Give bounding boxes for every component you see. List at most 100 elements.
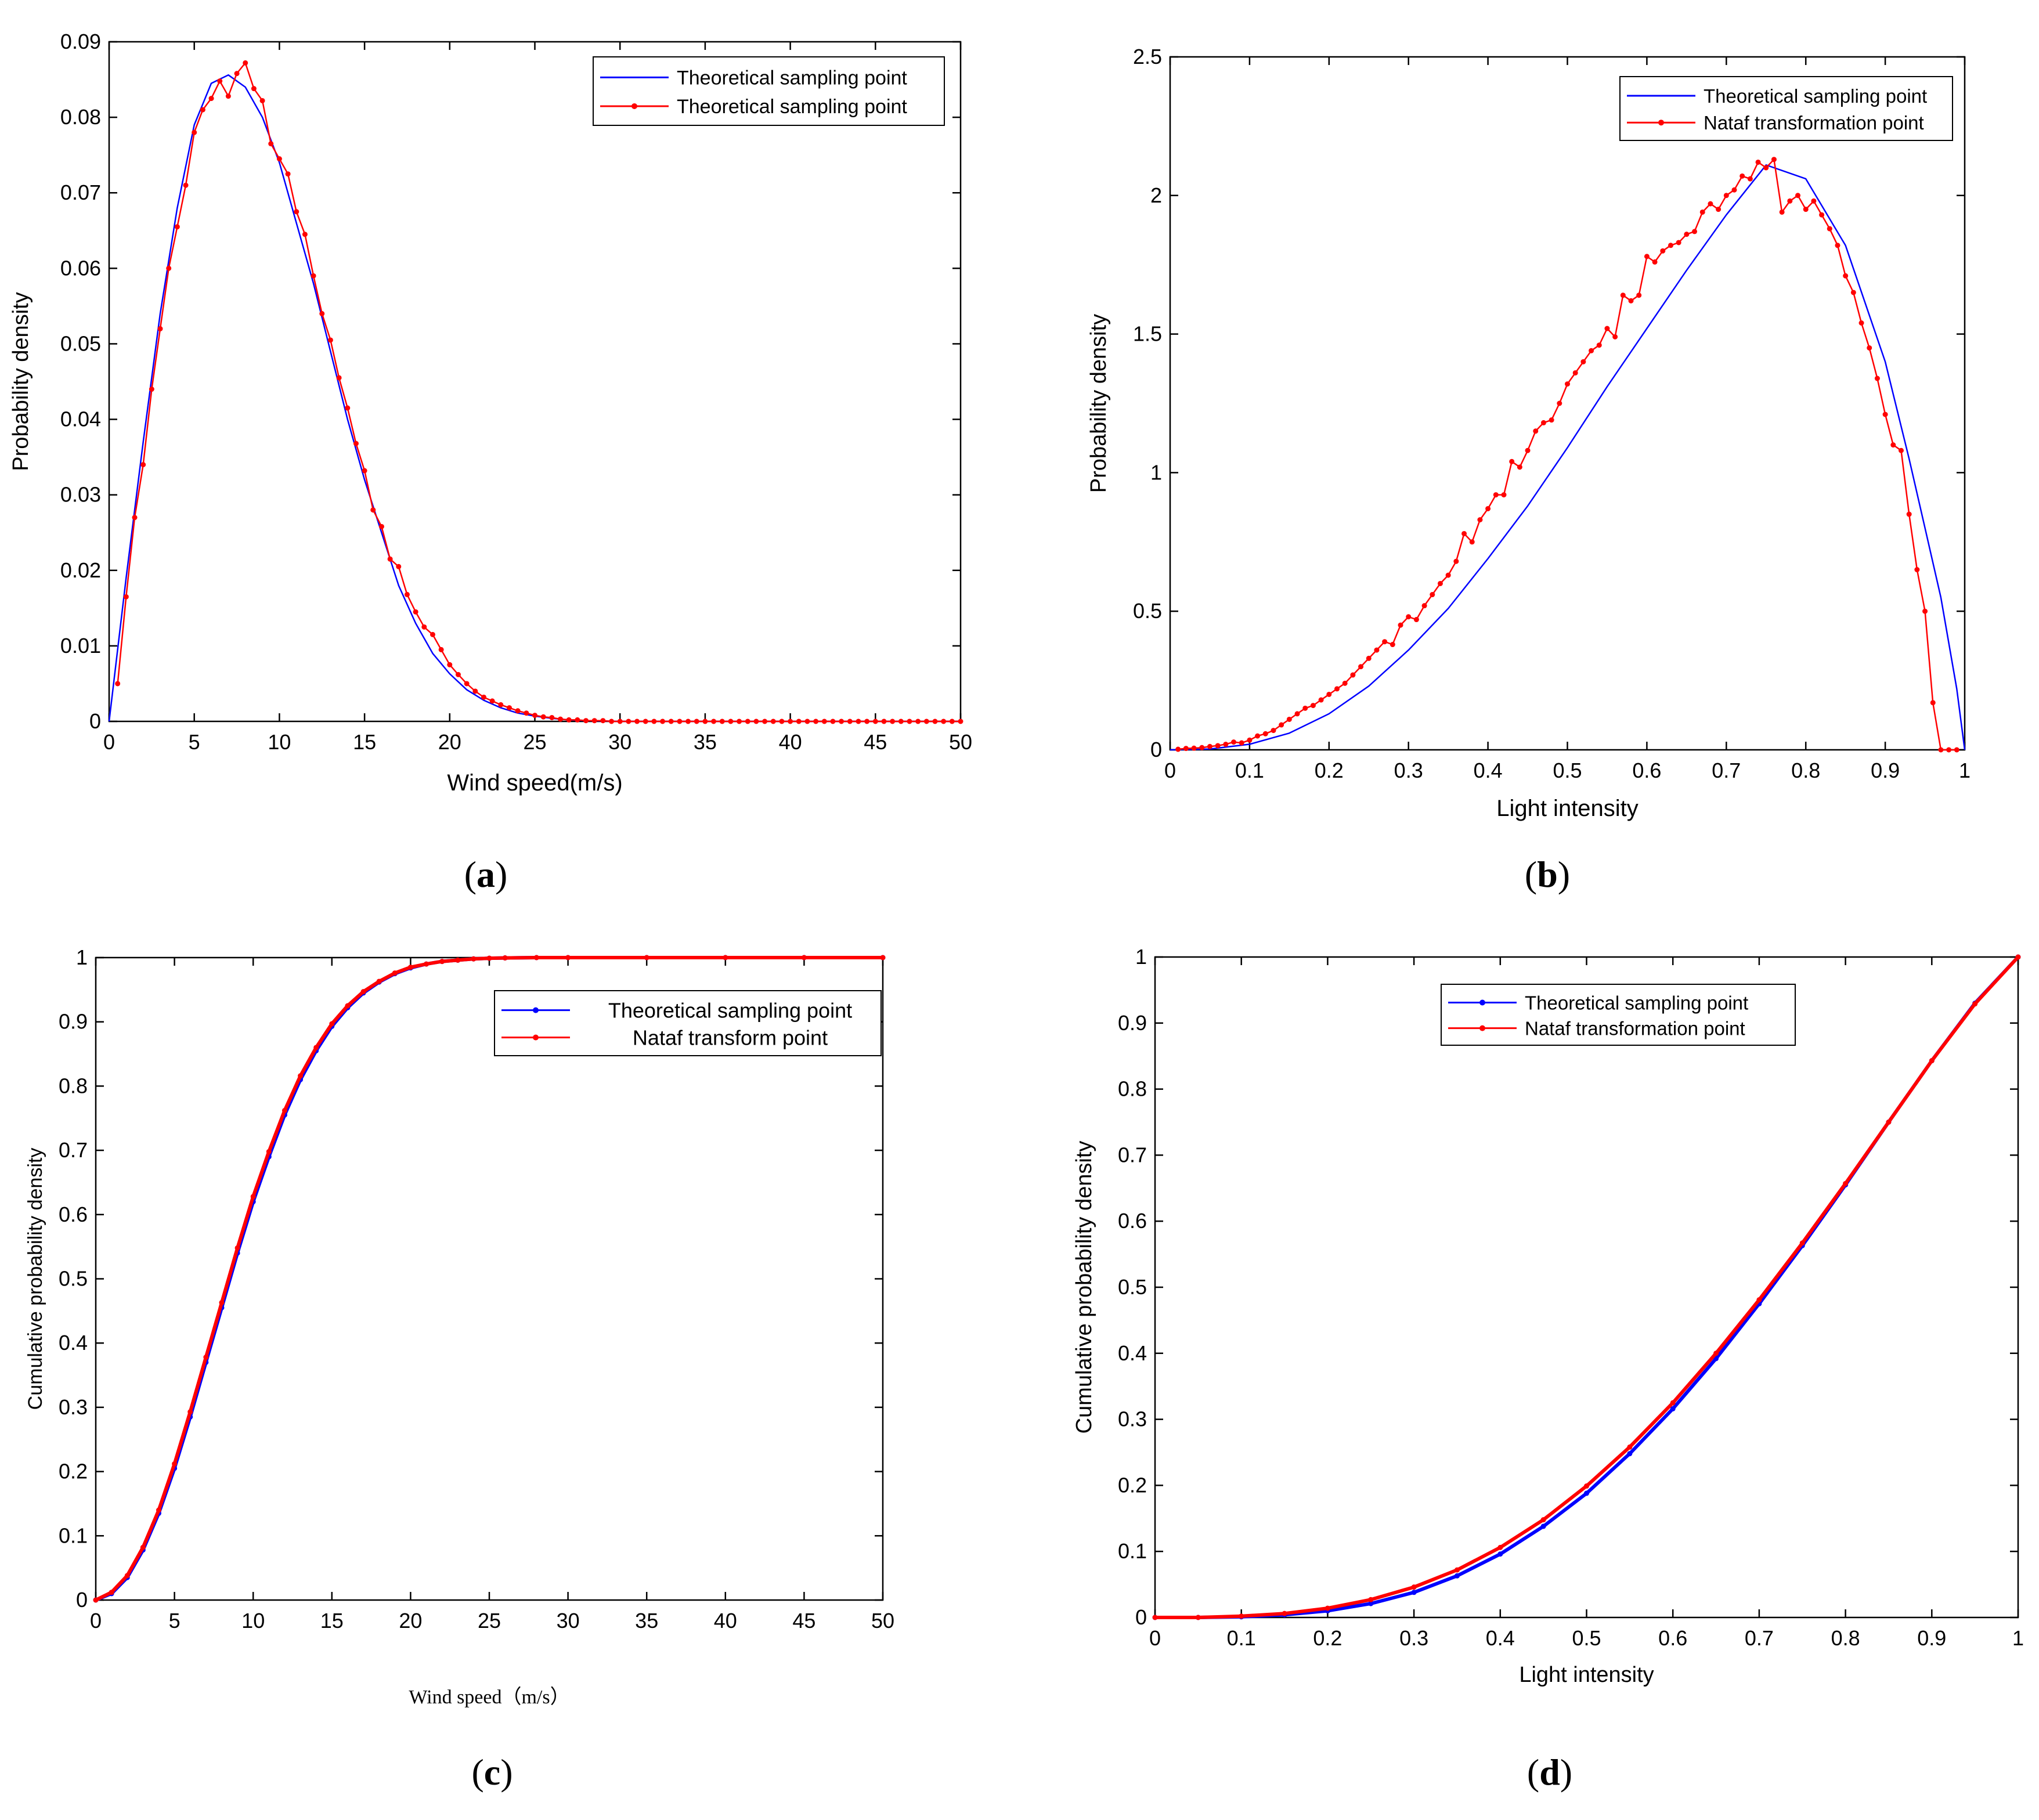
data-point xyxy=(1437,580,1443,586)
data-point xyxy=(1540,420,1546,425)
data-point xyxy=(243,60,248,66)
data-point xyxy=(660,718,666,724)
data-point xyxy=(1368,1597,1374,1602)
data-point xyxy=(1627,1451,1633,1457)
data-point xyxy=(644,955,649,960)
y-axis-label: Probability density xyxy=(9,292,33,471)
y-tick-label: 0.9 xyxy=(1118,1011,1147,1035)
data-point xyxy=(327,337,333,343)
data-point xyxy=(1584,1490,1589,1496)
data-point xyxy=(591,718,597,724)
data-point xyxy=(140,1544,146,1550)
data-point xyxy=(1430,592,1435,598)
data-point xyxy=(192,129,197,135)
data-point xyxy=(1670,1400,1676,1406)
panel-label-letter: a xyxy=(477,854,495,895)
y-tick-label: 0.04 xyxy=(60,407,101,431)
data-point xyxy=(1255,733,1261,739)
data-point xyxy=(923,718,929,724)
data-point xyxy=(370,507,376,513)
data-point xyxy=(109,1590,114,1595)
data-point xyxy=(259,98,265,103)
chart-panel-a: 0 5 10 15 20 25 30 35 40 45 50 0 0.01 0.02 0.03 0.04 0.0… xyxy=(9,30,972,895)
data-point xyxy=(1152,1615,1158,1620)
data-point xyxy=(1731,187,1737,193)
data-point xyxy=(424,961,430,967)
data-point xyxy=(1382,639,1388,645)
y-tick-label: 1 xyxy=(1135,945,1147,969)
x-tick-label: 25 xyxy=(523,730,546,754)
data-point xyxy=(1445,572,1451,578)
data-point xyxy=(540,714,546,720)
data-point xyxy=(1652,259,1658,265)
data-point xyxy=(1413,617,1419,623)
x-tick-label: 45 xyxy=(864,730,887,754)
x-tick-label: 30 xyxy=(557,1609,580,1633)
data-point xyxy=(532,713,537,718)
data-point xyxy=(1890,442,1896,448)
x-tick-label: 0 xyxy=(103,730,115,754)
data-point xyxy=(1795,193,1801,198)
plot-area-frame xyxy=(1169,56,1966,751)
data-point xyxy=(881,718,887,724)
panel-label: (a) xyxy=(464,854,508,895)
data-point xyxy=(1398,622,1403,628)
data-point xyxy=(1549,417,1554,423)
data-point xyxy=(149,387,154,392)
data-point xyxy=(1938,747,1944,753)
data-point xyxy=(1906,511,1912,517)
data-point xyxy=(558,716,564,722)
x-tick-label: 0 xyxy=(1149,1626,1161,1650)
data-point xyxy=(1497,1544,1503,1550)
data-point xyxy=(489,698,495,704)
data-point xyxy=(880,955,886,960)
data-point xyxy=(779,718,785,724)
y-tick-label: 0.08 xyxy=(60,105,101,129)
panel-label: (c) xyxy=(471,1752,513,1793)
y-tick-label: 0.3 xyxy=(59,1395,88,1419)
panel-label-paren: ) xyxy=(1558,854,1570,895)
data-point xyxy=(1557,400,1562,406)
chart-panel-c: 0 5 10 15 20 25 30 35 40 45 50 0 0.1 0.2 0.3 0.4 0.5 0.6 0… xyxy=(24,945,894,1793)
x-tick-label: 5 xyxy=(169,1609,181,1633)
data-point xyxy=(575,717,580,723)
data-point xyxy=(1207,743,1212,749)
legend-box xyxy=(1441,984,1796,1046)
data-point xyxy=(1803,207,1809,212)
data-point xyxy=(1858,320,1864,326)
y-tick-label: 0 xyxy=(1135,1605,1147,1629)
x-tick-label: 0 xyxy=(1164,759,1176,782)
data-point xyxy=(203,1355,209,1360)
data-point xyxy=(801,955,807,960)
data-point xyxy=(839,718,845,724)
x-axis-label: Light intensity xyxy=(1519,1663,1654,1687)
data-point xyxy=(711,718,717,724)
data-point xyxy=(1239,1613,1244,1619)
data-point xyxy=(1497,1551,1503,1557)
series-line-0 xyxy=(1170,164,1966,751)
data-point xyxy=(1334,686,1340,692)
x-tick-label: 35 xyxy=(694,730,717,754)
y-tick-label: 0.8 xyxy=(1118,1077,1147,1101)
data-point xyxy=(156,1507,161,1513)
data-point xyxy=(430,631,435,637)
data-point xyxy=(502,955,508,961)
data-point xyxy=(1195,1615,1201,1620)
data-point xyxy=(1747,176,1753,182)
data-point xyxy=(1411,1584,1417,1590)
data-point xyxy=(115,681,121,687)
data-point xyxy=(319,310,325,316)
panel-label-paren: ( xyxy=(1525,854,1537,895)
data-point xyxy=(1231,739,1237,745)
data-point xyxy=(949,718,955,724)
data-point xyxy=(737,718,742,724)
x-axis-label: Wind speed(m/s) xyxy=(447,770,622,796)
data-point xyxy=(413,609,418,615)
data-point xyxy=(1787,198,1793,204)
data-point xyxy=(796,718,802,724)
data-point xyxy=(345,1003,351,1009)
legend-marker xyxy=(533,1034,539,1041)
data-point xyxy=(313,1045,319,1050)
y-tick-label: 0.5 xyxy=(59,1267,88,1291)
y-tick-label: 1 xyxy=(1150,460,1162,484)
